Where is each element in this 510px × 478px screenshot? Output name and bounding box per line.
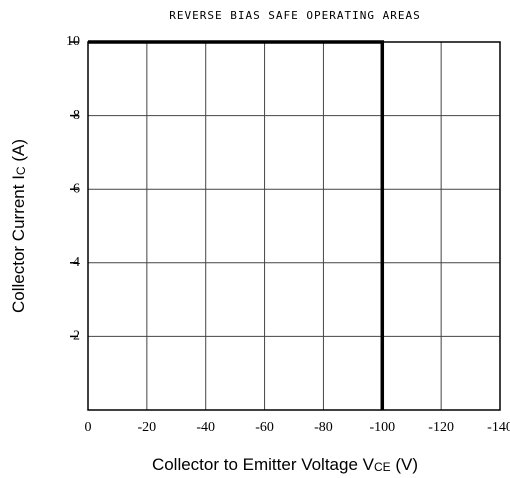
y-tick-label: 8 <box>73 108 80 123</box>
y-axis-label-main: Collector Current I <box>9 175 28 313</box>
y-tick-label: 10 <box>66 34 80 49</box>
x-tick-label: -60 <box>255 420 274 435</box>
y-axis-label-unit: (A) <box>9 139 28 166</box>
x-tick-label: -80 <box>314 420 333 435</box>
x-axis-label-sub: CE <box>374 460 391 474</box>
x-tick-label: 0 <box>85 420 92 435</box>
x-tick-label: -40 <box>196 420 215 435</box>
y-axis-label: Collector Current IC (A) <box>9 139 28 313</box>
chart-title: REVERSE BIAS SAFE OPERATING AREAS <box>169 9 421 22</box>
plot-frame <box>87 41 501 411</box>
x-tick-label: -100 <box>369 420 395 435</box>
soa-line <box>88 40 385 410</box>
y-tick-label: 2 <box>73 329 80 344</box>
x-tick-label: -140 <box>487 420 510 435</box>
y-axis-label-sub: C <box>14 166 28 175</box>
x-tick-label: -120 <box>428 420 454 435</box>
x-axis-label: Collector to Emitter Voltage VCE (V) <box>152 455 418 474</box>
x-axis-label-main: Collector to Emitter Voltage V <box>152 455 375 474</box>
x-tick-label: -20 <box>138 420 157 435</box>
y-tick-label: 6 <box>73 181 80 196</box>
y-tick-label: 4 <box>73 255 80 270</box>
x-axis-label-unit: (V) <box>391 455 418 474</box>
